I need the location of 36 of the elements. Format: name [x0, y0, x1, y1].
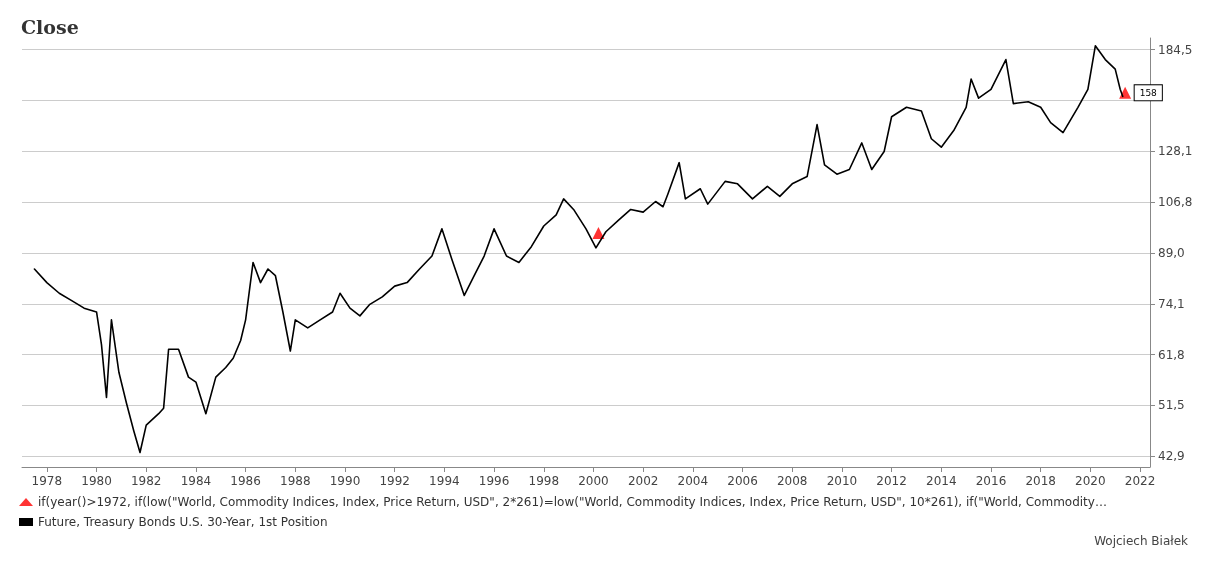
x-tick-label: 2012 [876, 474, 907, 488]
y-tick-label: 61,8 [1158, 347, 1185, 362]
x-tick-label: 1980 [81, 474, 112, 488]
x-tick-label: 1982 [130, 474, 162, 488]
y-tick-label: 42,9 [1158, 449, 1185, 464]
x-tick-label: 2014 [926, 474, 957, 488]
y-tick-label: 106,8 [1158, 195, 1193, 210]
x-tick-label: 1978 [31, 474, 63, 488]
x-tick-label: 2000 [578, 474, 609, 488]
x-tick-label: 2004 [677, 474, 709, 488]
x-tick-label: 2018 [1025, 474, 1056, 488]
x-tick-label: 2022 [1124, 474, 1156, 488]
x-tick-label: 1992 [379, 474, 410, 488]
x-tick-label: 2006 [727, 474, 758, 488]
legend-label: Future, Treasury Bonds U.S. 30-Year, 1st Position [38, 515, 328, 529]
x-tick-label: 1986 [230, 474, 261, 488]
x-tick-label: 1984 [180, 474, 212, 488]
y-tick-label: 51,5 [1158, 398, 1185, 413]
y-tick-label: 74,1 [1158, 296, 1185, 311]
x-tick-label: 1994 [429, 474, 460, 488]
x-tick-label: 2020 [1075, 474, 1106, 488]
x-tick-label: 2010 [826, 474, 858, 488]
x-tick-label: 1988 [280, 474, 311, 488]
x-tick-label: 2008 [776, 474, 808, 488]
legend-label: if(year()>1972, if(low("World, Commodity Indices, Index, Price Return, USD", 2*261)=low("World, Commodity Indices, Index, Price Return, USD", 10*261), if("World, Commodity… [38, 495, 1107, 509]
x-tick-label: 2016 [975, 474, 1007, 488]
annotation: 158 [1139, 87, 1158, 98]
x-tick-label: 1990 [329, 474, 361, 488]
text: Wojciech Białek [1094, 534, 1189, 548]
chart-title: Close [21, 15, 79, 38]
y-tick-label: 89,0 [1158, 245, 1185, 260]
x-tick-label: 1996 [478, 474, 510, 488]
y-tick-label: 128,1 [1158, 144, 1193, 159]
x-tick-label: 1998 [528, 474, 560, 488]
x-tick-label: 2002 [627, 474, 659, 488]
y-tick-label: 184,5 [1158, 42, 1193, 57]
